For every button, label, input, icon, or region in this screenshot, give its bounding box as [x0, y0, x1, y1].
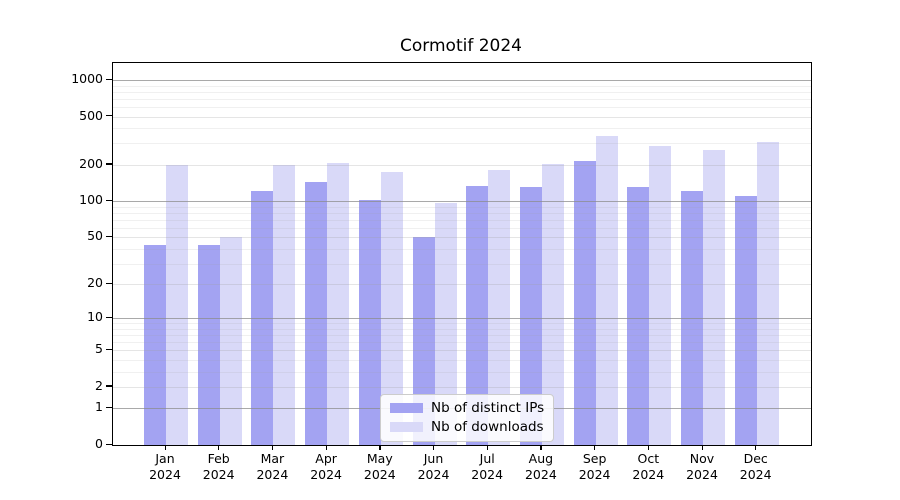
x-axis-label-aug: Aug 2024 — [524, 451, 557, 482]
x-axis-tick-mar — [271, 444, 274, 450]
y-axis-label-0: 0 — [95, 436, 103, 451]
y-axis-label-10: 10 — [87, 309, 103, 325]
x-axis-label-oct: Oct 2024 — [632, 451, 665, 482]
bar-downloads-sep — [595, 135, 618, 445]
x-axis-tick-dec — [755, 444, 757, 450]
x-axis-label-nov: Nov 2024 — [686, 451, 718, 482]
bar-distinct-ips-jul — [466, 185, 489, 445]
bar-downloads-oct — [649, 145, 672, 445]
y-axis-label-100: 100 — [79, 192, 103, 208]
legend-label: Nb of distinct IPs — [431, 400, 545, 416]
bar-downloads-feb — [219, 237, 242, 445]
x-axis-label-mar: Mar 2024 — [256, 451, 289, 482]
bar-downloads-mar — [273, 164, 296, 445]
x-axis-tick-jun — [433, 444, 435, 450]
legend-label: Nb of downloads — [431, 419, 544, 435]
legend-entry-distinct-ips: Nb of distinct IPs — [390, 400, 544, 416]
y-axis-tick-10 — [106, 316, 112, 319]
y-axis-label-1: 1 — [95, 399, 103, 415]
y-axis-tick-5 — [106, 348, 112, 351]
x-axis-tick-feb — [218, 444, 220, 450]
y-axis-tick-50 — [106, 235, 112, 238]
x-axis-tick-jan — [164, 444, 166, 450]
chart-title: Cormotif 2024 — [400, 36, 522, 56]
bar-distinct-ips-mar — [251, 191, 274, 445]
x-axis-label-jan: Jan 2024 — [149, 451, 181, 482]
y-axis-label-2: 2 — [95, 377, 103, 393]
x-axis-tick-may — [379, 444, 381, 450]
bar-downloads-may — [380, 171, 403, 445]
bar-downloads-aug — [541, 163, 564, 445]
bars-layer — [113, 63, 811, 445]
x-axis-tick-sep — [594, 444, 596, 450]
x-axis-label-feb: Feb 2024 — [202, 451, 235, 482]
plot-area — [112, 62, 812, 446]
x-axis-label-may: May 2024 — [363, 451, 396, 482]
y-axis-tick-500 — [106, 115, 112, 117]
x-axis-tick-apr — [325, 444, 327, 450]
x-axis-label-sep: Sep 2024 — [578, 451, 611, 482]
y-axis-tick-2 — [106, 385, 112, 387]
y-axis-label-50: 50 — [87, 228, 103, 244]
bar-distinct-ips-may — [358, 199, 381, 445]
legend-swatch-downloads — [390, 422, 423, 432]
bar-downloads-jan — [166, 164, 188, 445]
y-axis-tick-20 — [106, 282, 112, 284]
x-axis-tick-nov — [701, 444, 703, 450]
x-axis-label-dec: Dec 2024 — [739, 451, 772, 482]
bar-downloads-jul — [488, 170, 511, 445]
x-axis-tick-aug — [540, 444, 542, 450]
bar-distinct-ips-dec — [734, 196, 757, 445]
y-axis-label-500: 500 — [79, 107, 103, 123]
bar-distinct-ips-nov — [681, 190, 703, 445]
bar-downloads-apr — [327, 162, 350, 445]
y-axis-label-20: 20 — [87, 275, 103, 291]
bar-downloads-jun — [434, 202, 457, 445]
bar-downloads-nov — [703, 150, 725, 445]
y-axis-tick-1 — [106, 406, 112, 409]
y-axis-tick-200 — [106, 163, 112, 165]
bar-distinct-ips-jan — [144, 245, 166, 445]
x-axis-label-jun: Jun 2024 — [417, 451, 450, 482]
x-axis-tick-oct — [647, 444, 650, 450]
y-axis-label-5: 5 — [95, 341, 103, 357]
bar-distinct-ips-sep — [573, 160, 596, 445]
y-axis-tick-0 — [106, 443, 112, 445]
y-axis-tick-1000 — [106, 78, 112, 80]
legend: Nb of distinct IPs Nb of downloads — [380, 394, 555, 442]
y-axis-label-200: 200 — [79, 155, 103, 171]
legend-swatch-distinct-ips — [390, 403, 423, 413]
bar-distinct-ips-oct — [627, 187, 650, 445]
bar-distinct-ips-feb — [197, 245, 220, 445]
bar-distinct-ips-aug — [519, 187, 542, 445]
x-axis-label-jul: Jul 2024 — [471, 451, 504, 482]
bar-distinct-ips-jun — [412, 237, 435, 445]
legend-entry-downloads: Nb of downloads — [390, 419, 544, 435]
bar-distinct-ips-apr — [305, 181, 328, 445]
bar-downloads-dec — [756, 141, 779, 445]
y-axis-label-1000: 1000 — [71, 71, 103, 86]
x-axis-label-apr: Apr 2024 — [310, 451, 342, 482]
x-axis-tick-jul — [486, 444, 488, 450]
y-axis-tick-100 — [106, 199, 112, 201]
